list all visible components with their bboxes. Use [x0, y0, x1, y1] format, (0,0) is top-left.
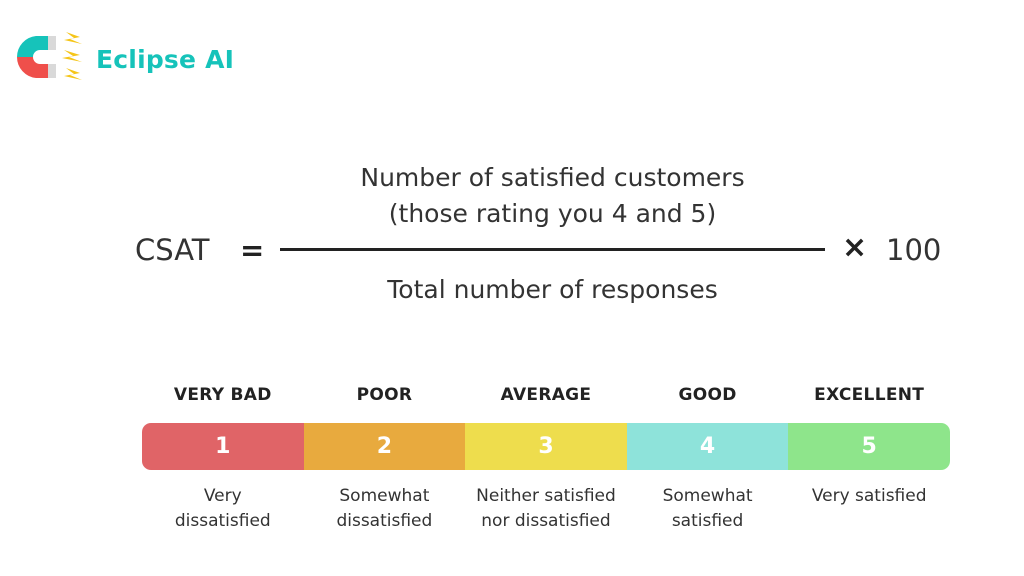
formula-label: CSAT: [135, 233, 210, 267]
scale-header-good: GOOD: [678, 385, 737, 405]
rating-scale: VERY BAD POOR AVERAGE GOOD EXCELLENT 1 2…: [142, 380, 950, 534]
scale-segment-5: 5: [788, 423, 950, 470]
scale-desc-line: Very: [203, 486, 242, 506]
scale-desc-2: Somewhat dissatisfied: [304, 484, 466, 534]
scale-desc-line: Somewhat: [662, 486, 753, 506]
formula-denominator: Total number of responses: [387, 275, 718, 304]
times-sign: ×: [842, 230, 868, 265]
scale-headers: VERY BAD POOR AVERAGE GOOD EXCELLENT: [142, 380, 950, 410]
scale-desc-line: dissatisfied: [174, 511, 271, 531]
scale-desc-line: Very satisfied: [811, 486, 927, 506]
scale-segment-1: 1: [142, 423, 304, 470]
scale-header-poor: POOR: [356, 385, 413, 405]
scale-desc-5: Very satisfied: [788, 484, 950, 534]
scale-header-very-bad: VERY BAD: [173, 385, 272, 405]
numerator-line: (those rating you 4 and 5): [388, 199, 717, 228]
scale-desc-line: Somewhat: [339, 486, 430, 506]
scale-segment-3: 3: [465, 423, 627, 470]
eclipse-ai-logo: Eclipse AI: [14, 30, 234, 88]
formula-numerator: Number of satisfied customers (those rat…: [280, 160, 825, 232]
fraction-line: [280, 248, 825, 251]
formula-multiplier: 100: [886, 233, 942, 267]
scale-desc-line: dissatisfied: [336, 511, 433, 531]
scale-segment-2: 2: [303, 423, 466, 470]
scale-bar: 1 2 3 4 5: [142, 423, 950, 470]
scale-desc-line: Neither satisfied: [476, 486, 616, 506]
scale-desc-3: Neither satisfied nor dissatisfied: [465, 484, 627, 534]
scale-descriptions: Very dissatisfied Somewhat dissatisfied …: [142, 484, 950, 534]
scale-segment-4: 4: [626, 423, 789, 470]
scale-header-average: AVERAGE: [500, 385, 592, 405]
scale-header-excellent: EXCELLENT: [814, 385, 925, 405]
brand-name: Eclipse AI: [96, 44, 235, 74]
scale-desc-line: satisfied: [671, 511, 744, 531]
magnet-lightning-icon: [16, 32, 82, 80]
scale-desc-line: nor dissatisfied: [481, 511, 611, 531]
numerator-line: Number of satisfied customers: [360, 163, 745, 192]
csat-formula: Number of satisfied customers (those rat…: [135, 160, 942, 304]
equals-sign: =: [240, 233, 265, 267]
scale-desc-4: Somewhat satisfied: [627, 484, 789, 534]
scale-desc-1: Very dissatisfied: [142, 484, 304, 534]
